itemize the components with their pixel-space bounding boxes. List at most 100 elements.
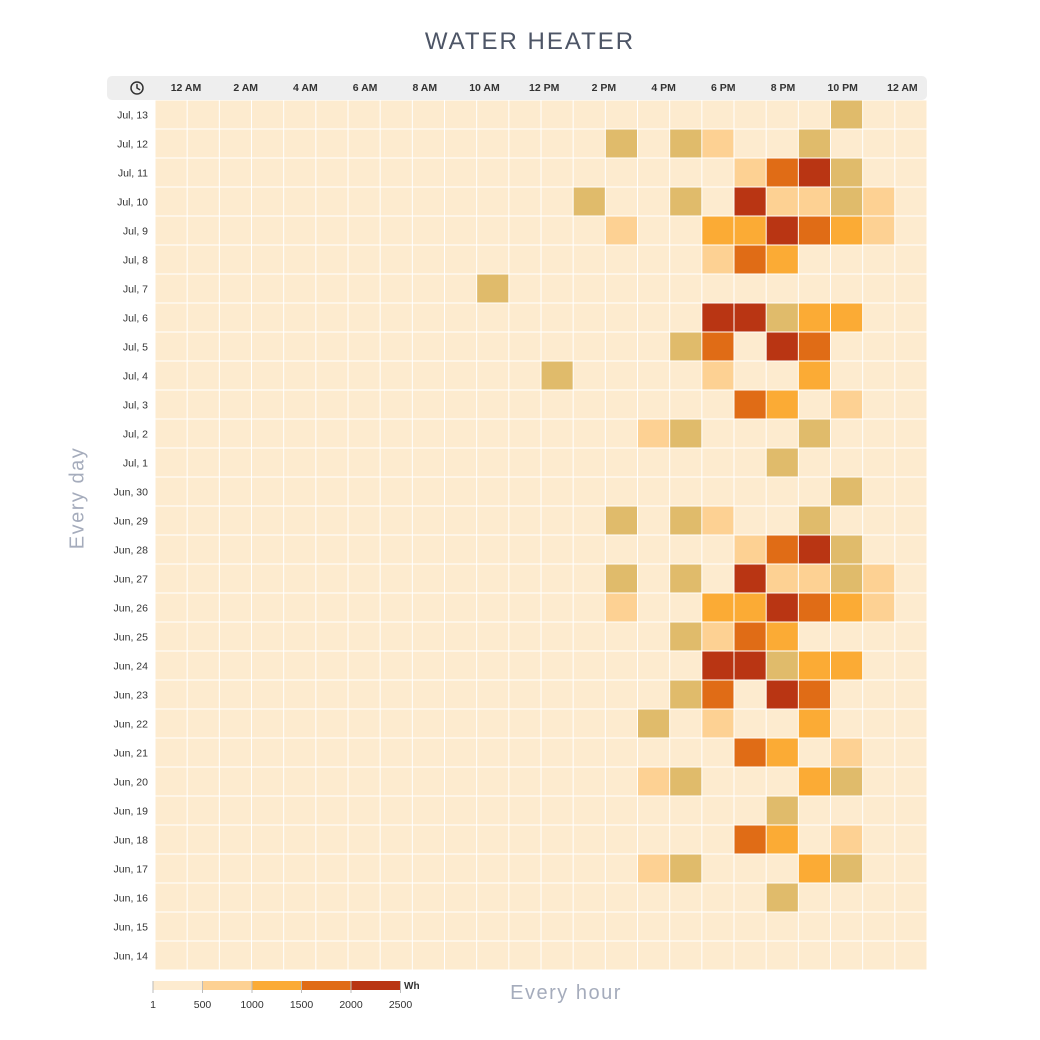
- heatmap-cell: [798, 245, 830, 274]
- heatmap-cell: [541, 854, 573, 883]
- heatmap-cell: [541, 129, 573, 158]
- heatmap-cell: [831, 506, 863, 535]
- heatmap-cell: [316, 187, 348, 216]
- heatmap-cell: [187, 129, 219, 158]
- heatmap-cell: [509, 274, 541, 303]
- heatmap-cell: [702, 854, 734, 883]
- heatmap-cell-active: [638, 419, 670, 448]
- heatmap-cell: [445, 187, 477, 216]
- heatmap-cell: [412, 100, 444, 129]
- heatmap-cell-active: [766, 187, 798, 216]
- heatmap-cell: [219, 245, 251, 274]
- heatmap-cell: [316, 767, 348, 796]
- heatmap-cell: [380, 129, 412, 158]
- heatmap-cell: [284, 216, 316, 245]
- heatmap-cell: [895, 100, 927, 129]
- heatmap-cell: [477, 187, 509, 216]
- y-tick-label: Jul, 11: [118, 168, 148, 180]
- heatmap-cell: [219, 854, 251, 883]
- heatmap-cell: [638, 245, 670, 274]
- heatmap-cell: [219, 448, 251, 477]
- heatmap-cell: [863, 332, 895, 361]
- y-tick-label: Jun, 30: [114, 487, 149, 499]
- heatmap-cell: [605, 390, 637, 419]
- heatmap-cell: [605, 738, 637, 767]
- heatmap-cell: [831, 622, 863, 651]
- heatmap-cell: [541, 390, 573, 419]
- heatmap-cell: [380, 100, 412, 129]
- heatmap-cell: [445, 303, 477, 332]
- heatmap-cell: [348, 941, 380, 970]
- heatmap-cell: [284, 941, 316, 970]
- heatmap-cell: [155, 825, 187, 854]
- heatmap-cell-active: [831, 100, 863, 129]
- heatmap-cell: [863, 274, 895, 303]
- heatmap-cell: [187, 390, 219, 419]
- heatmap-cell: [573, 158, 605, 187]
- heatmap-cell-active: [702, 361, 734, 390]
- heatmap-cell: [348, 361, 380, 390]
- x-tick-label: 2 AM: [233, 82, 258, 94]
- heatmap-cell: [219, 100, 251, 129]
- heatmap-cell: [477, 361, 509, 390]
- heatmap-cell-active: [831, 825, 863, 854]
- heatmap-cell: [573, 506, 605, 535]
- heatmap-cell: [348, 622, 380, 651]
- heatmap-cell: [895, 738, 927, 767]
- heatmap-cell: [670, 535, 702, 564]
- heatmap-cell: [863, 303, 895, 332]
- heatmap-cell: [252, 332, 284, 361]
- heatmap-cell: [863, 100, 895, 129]
- clock-icon: [130, 81, 144, 95]
- heatmap-cell-active: [831, 564, 863, 593]
- heatmap-cell: [509, 883, 541, 912]
- heatmap-cell: [252, 738, 284, 767]
- heatmap-cell: [412, 390, 444, 419]
- heatmap-cell: [702, 390, 734, 419]
- heatmap-cell: [638, 941, 670, 970]
- heatmap-cell: [670, 448, 702, 477]
- heatmap-cell: [509, 506, 541, 535]
- heatmap-cell: [863, 680, 895, 709]
- heatmap-cell: [219, 680, 251, 709]
- heatmap-cell-active: [734, 593, 766, 622]
- heatmap-cell: [541, 680, 573, 709]
- heatmap-cell: [445, 100, 477, 129]
- heatmap-cell: [541, 477, 573, 506]
- heatmap-cell: [380, 564, 412, 593]
- x-tick-label: 10 AM: [469, 82, 500, 94]
- heatmap-cell: [155, 100, 187, 129]
- heatmap-cell: [638, 651, 670, 680]
- heatmap-cell: [445, 825, 477, 854]
- heatmap-cell: [477, 796, 509, 825]
- heatmap-cell: [348, 129, 380, 158]
- heatmap-cell: [766, 854, 798, 883]
- heatmap-cell: [477, 680, 509, 709]
- x-tick-label: 4 AM: [293, 82, 318, 94]
- heatmap-cell: [445, 564, 477, 593]
- heatmap-cell: [638, 622, 670, 651]
- heatmap-cell-active: [798, 129, 830, 158]
- heatmap-cell: [670, 477, 702, 506]
- heatmap-cell: [895, 854, 927, 883]
- heatmap-cell: [541, 651, 573, 680]
- heatmap-cell: [509, 390, 541, 419]
- y-tick-label: Jul, 6: [123, 313, 148, 325]
- heatmap-cell: [187, 419, 219, 448]
- heatmap-cell: [734, 854, 766, 883]
- heatmap-cell: [477, 912, 509, 941]
- heatmap-cell: [187, 245, 219, 274]
- y-tick-label: Jul, 10: [117, 197, 148, 209]
- heatmap-cell: [766, 477, 798, 506]
- heatmap-cell: [509, 709, 541, 738]
- heatmap-cell: [252, 622, 284, 651]
- heatmap-cell: [252, 680, 284, 709]
- heatmap-cell: [412, 767, 444, 796]
- heatmap-cell: [348, 883, 380, 912]
- heatmap-cell-active: [734, 390, 766, 419]
- heatmap-cell: [734, 448, 766, 477]
- heatmap-cell: [702, 158, 734, 187]
- heatmap-cell-active: [766, 593, 798, 622]
- heatmap-cell: [187, 332, 219, 361]
- heatmap-cell: [155, 187, 187, 216]
